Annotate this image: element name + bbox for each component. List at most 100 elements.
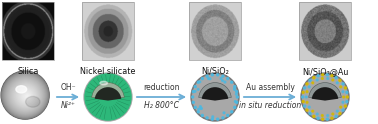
Circle shape <box>312 82 314 84</box>
Circle shape <box>322 74 324 76</box>
Circle shape <box>18 87 35 105</box>
Circle shape <box>231 81 233 83</box>
Circle shape <box>306 109 308 111</box>
Bar <box>299 2 351 60</box>
Circle shape <box>309 79 311 81</box>
Circle shape <box>305 96 307 98</box>
Ellipse shape <box>100 81 107 85</box>
Circle shape <box>234 106 236 108</box>
Circle shape <box>206 117 208 119</box>
Circle shape <box>223 112 225 114</box>
Text: Silica: Silica <box>17 67 39 76</box>
Circle shape <box>340 106 342 108</box>
Circle shape <box>25 94 29 99</box>
Circle shape <box>192 91 194 93</box>
Circle shape <box>4 74 47 117</box>
Wedge shape <box>312 87 338 101</box>
Circle shape <box>1 71 49 119</box>
Wedge shape <box>202 87 228 101</box>
Circle shape <box>342 101 344 103</box>
Text: reduction: reduction <box>143 82 180 92</box>
Circle shape <box>24 93 30 99</box>
Circle shape <box>5 75 46 116</box>
Circle shape <box>193 75 237 119</box>
Circle shape <box>3 73 48 118</box>
Circle shape <box>346 96 349 98</box>
Circle shape <box>2 72 48 118</box>
Circle shape <box>7 77 44 114</box>
Text: Ni²⁺: Ni²⁺ <box>60 102 76 110</box>
Circle shape <box>317 117 319 119</box>
Bar <box>189 2 241 60</box>
Circle shape <box>200 106 201 108</box>
Text: Au assembly: Au assembly <box>246 82 294 92</box>
Circle shape <box>220 78 222 79</box>
Circle shape <box>9 79 42 112</box>
Ellipse shape <box>16 86 27 93</box>
Wedge shape <box>199 83 231 99</box>
Text: Ni/SiO₂@Au: Ni/SiO₂@Au <box>302 67 348 76</box>
Circle shape <box>332 113 334 115</box>
Circle shape <box>326 118 328 120</box>
Circle shape <box>14 84 37 107</box>
Circle shape <box>10 80 41 111</box>
Circle shape <box>236 96 238 98</box>
Circle shape <box>312 110 314 112</box>
Circle shape <box>20 89 33 103</box>
Circle shape <box>10 80 42 111</box>
Circle shape <box>224 81 226 83</box>
Circle shape <box>235 101 238 103</box>
Circle shape <box>308 106 310 108</box>
Circle shape <box>201 78 203 80</box>
Circle shape <box>327 78 328 79</box>
Circle shape <box>27 96 28 97</box>
Circle shape <box>7 77 44 114</box>
Wedge shape <box>92 83 124 99</box>
Circle shape <box>326 74 328 76</box>
Circle shape <box>8 78 43 113</box>
Circle shape <box>208 78 209 79</box>
Circle shape <box>9 79 42 112</box>
Circle shape <box>14 84 38 108</box>
Circle shape <box>194 106 196 108</box>
Circle shape <box>194 91 196 92</box>
Circle shape <box>339 113 341 115</box>
Wedge shape <box>95 87 121 101</box>
Circle shape <box>26 95 29 98</box>
Circle shape <box>21 90 33 102</box>
Circle shape <box>313 77 315 79</box>
Circle shape <box>194 86 196 88</box>
Circle shape <box>198 108 200 110</box>
Circle shape <box>227 114 229 116</box>
Circle shape <box>23 93 30 100</box>
Circle shape <box>234 86 236 88</box>
Circle shape <box>332 79 334 81</box>
Circle shape <box>191 73 239 121</box>
Circle shape <box>20 90 33 102</box>
Circle shape <box>309 113 311 115</box>
Wedge shape <box>309 83 341 99</box>
Circle shape <box>306 91 308 93</box>
Circle shape <box>197 111 199 113</box>
Circle shape <box>321 78 323 79</box>
Text: in situ reduction: in situ reduction <box>239 102 301 110</box>
Circle shape <box>222 75 224 77</box>
Circle shape <box>6 76 45 114</box>
Circle shape <box>5 75 45 115</box>
Circle shape <box>302 101 304 103</box>
Circle shape <box>192 96 194 98</box>
Circle shape <box>342 83 344 85</box>
Circle shape <box>313 115 315 117</box>
Circle shape <box>234 89 235 90</box>
Circle shape <box>209 78 211 80</box>
Text: H₂ 800°C: H₂ 800°C <box>144 102 179 110</box>
Circle shape <box>192 101 194 103</box>
Circle shape <box>235 91 238 93</box>
Circle shape <box>331 75 333 77</box>
Circle shape <box>316 113 318 115</box>
Circle shape <box>211 118 213 120</box>
Circle shape <box>19 89 34 103</box>
Circle shape <box>22 91 31 101</box>
Circle shape <box>197 88 199 90</box>
Circle shape <box>331 117 333 119</box>
